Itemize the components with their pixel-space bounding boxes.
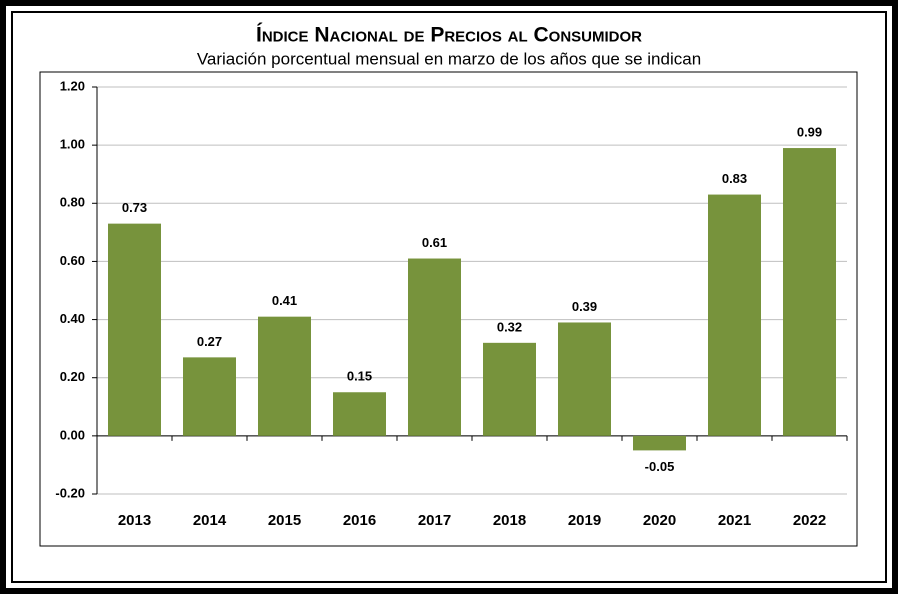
bar	[633, 435, 686, 451]
x-tick-label: 2019	[568, 512, 601, 529]
bar	[558, 322, 611, 436]
data-label: 0.15	[347, 369, 372, 384]
y-tick-label: 1.00	[60, 137, 85, 152]
bar	[108, 223, 161, 436]
y-tick-label: 0.00	[60, 427, 85, 442]
x-tick-label: 2017	[418, 512, 451, 529]
x-tick-label: 2013	[118, 512, 151, 529]
data-label: -0.05	[645, 459, 675, 474]
y-tick-label: 0.20	[60, 369, 85, 384]
x-tick-label: 2020	[643, 512, 676, 529]
bar	[408, 258, 461, 436]
y-tick-label: 1.20	[60, 78, 85, 93]
x-tick-label: 2018	[493, 512, 526, 529]
bar	[483, 342, 536, 436]
data-label: 0.41	[272, 293, 297, 308]
data-label: 0.32	[497, 319, 522, 334]
bar	[783, 148, 836, 436]
data-label: 0.73	[122, 200, 147, 215]
bar	[333, 392, 386, 436]
data-label: 0.99	[797, 124, 822, 139]
x-tick-label: 2015	[268, 512, 301, 529]
chart-subtitle: Variación porcentual mensual en marzo de…	[197, 49, 701, 68]
x-tick-label: 2022	[793, 512, 826, 529]
x-tick-label: 2016	[343, 512, 376, 529]
chart-title: Índice Nacional de Precios al Consumidor	[256, 24, 642, 47]
bar	[258, 316, 311, 436]
bar	[183, 357, 236, 436]
x-tick-label: 2014	[193, 512, 227, 529]
plot-frame	[39, 71, 858, 547]
data-label: 0.83	[722, 171, 747, 186]
y-tick-label: -0.20	[55, 485, 85, 500]
x-tick-label: 2021	[718, 512, 751, 529]
y-tick-label: 0.60	[60, 253, 85, 268]
y-tick-label: 0.80	[60, 195, 85, 210]
data-label: 0.27	[197, 334, 222, 349]
y-tick-label: 0.40	[60, 311, 85, 326]
data-label: 0.61	[422, 235, 447, 250]
data-label: 0.39	[572, 299, 597, 314]
bar	[708, 194, 761, 436]
inner-frame	[11, 11, 887, 583]
